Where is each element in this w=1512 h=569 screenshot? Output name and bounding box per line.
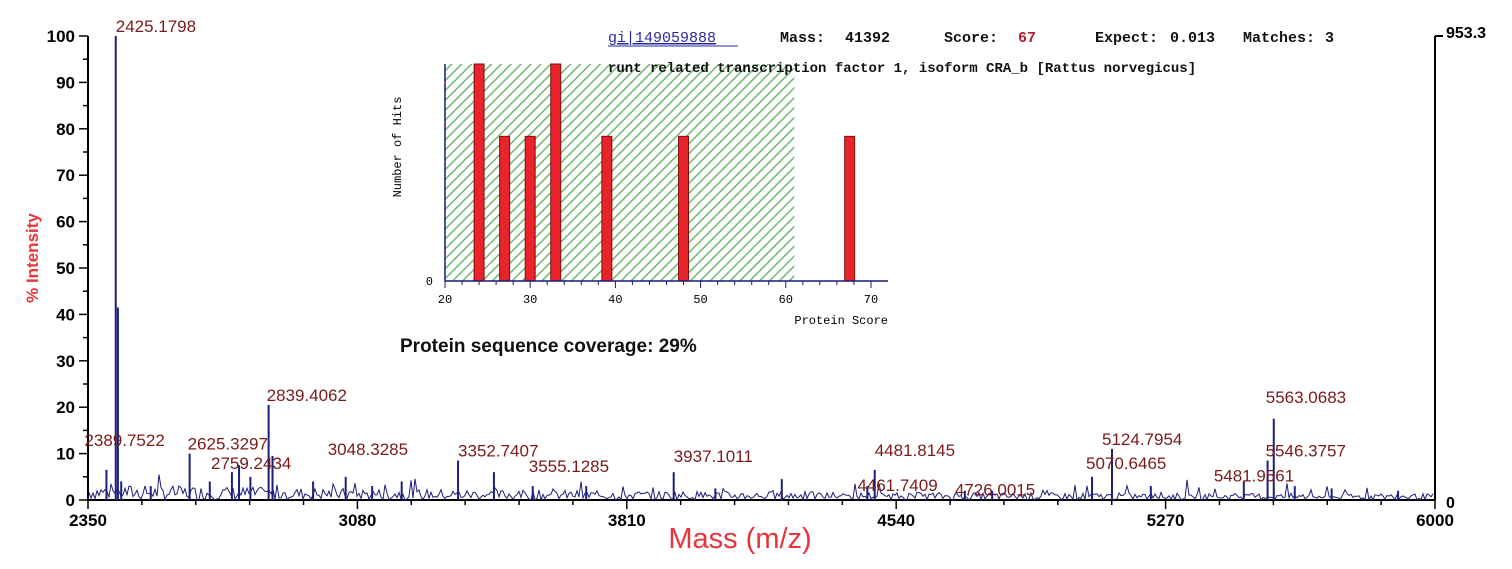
y-axis-label: % Intensity bbox=[23, 213, 42, 303]
expect-label: Expect: bbox=[1095, 30, 1158, 47]
histogram-y-tick-label: 0 bbox=[426, 275, 433, 289]
sequence-coverage: Protein sequence coverage: 29% bbox=[400, 336, 697, 357]
matches-label: Matches: bbox=[1243, 30, 1315, 47]
peak-label: 4726.0015 bbox=[955, 481, 1035, 500]
peak-label: 5546.3757 bbox=[1266, 442, 1346, 461]
peak-label: 3352.7407 bbox=[458, 442, 538, 461]
histogram-bar bbox=[499, 135, 511, 282]
peak-label: 5481.9561 bbox=[1214, 466, 1294, 485]
y-tick-label: 100 bbox=[47, 27, 75, 46]
peak-label: 5070.6465 bbox=[1086, 454, 1166, 473]
peak-label: 4481.8145 bbox=[875, 441, 955, 460]
peak-label: 2425.1798 bbox=[116, 17, 196, 36]
histogram-x-tick-label: 60 bbox=[779, 293, 793, 307]
result-header: gi|149059888 Mass: 41392 Score: 67 Expec… bbox=[608, 30, 1334, 77]
histogram-bar bbox=[601, 135, 613, 282]
matches-value: 3 bbox=[1325, 30, 1334, 47]
x-axis-label: Mass (m/z) bbox=[668, 523, 811, 555]
histogram-x-tick-labels: 20 30 40 50 60 70 bbox=[438, 293, 878, 307]
histogram-x-tick-label: 30 bbox=[523, 293, 537, 307]
score-histogram-inset: 20 30 40 50 60 70 0 Number of Hits Protein Sc… bbox=[391, 63, 888, 328]
peak-label: 4461.7409 bbox=[857, 476, 937, 495]
histogram-x-tick-label: 50 bbox=[693, 293, 707, 307]
accession-link[interactable]: gi|149059888 bbox=[608, 30, 716, 47]
histogram-y-tick-labels: 0 bbox=[426, 275, 433, 289]
histogram-bar bbox=[473, 63, 485, 282]
peak-label: 2839.4062 bbox=[267, 386, 347, 405]
spectrum-peaks bbox=[105, 36, 1400, 500]
x-tick-label: 3810 bbox=[608, 511, 646, 530]
score-value: 67 bbox=[1018, 30, 1036, 47]
y-tick-label: 80 bbox=[56, 120, 75, 139]
protein-description: runt related transcription factor 1, iso… bbox=[608, 61, 1196, 77]
y-tick-label: 20 bbox=[56, 398, 75, 417]
y-tick-label: 30 bbox=[56, 352, 75, 371]
histogram-y-axis-label: Number of Hits bbox=[391, 97, 405, 198]
y-tick-label: 40 bbox=[56, 305, 75, 324]
y-tick-label: 50 bbox=[56, 259, 75, 278]
significance-threshold-area bbox=[445, 64, 795, 281]
x-tick-label: 4540 bbox=[877, 511, 915, 530]
mass-label: Mass: bbox=[780, 30, 825, 47]
x-tick-label: 3080 bbox=[338, 511, 376, 530]
y-tick-label: 0 bbox=[66, 491, 75, 510]
y-tick-label: 70 bbox=[56, 166, 75, 185]
histogram-x-tick-label: 20 bbox=[438, 293, 452, 307]
right-axis-top-label: 953.3 bbox=[1446, 25, 1486, 42]
y-tick-label: 60 bbox=[56, 213, 75, 232]
mass-value: 41392 bbox=[845, 30, 890, 47]
x-tick-label: 6000 bbox=[1416, 511, 1454, 530]
y-tick-labels: 0 10 20 30 40 50 60 70 80 90 100 bbox=[47, 27, 75, 510]
peak-label: 2389.7522 bbox=[84, 431, 164, 450]
y-tick-label: 90 bbox=[56, 73, 75, 92]
histogram-bar bbox=[550, 63, 562, 282]
histogram-x-axis-label: Protein Score bbox=[794, 314, 888, 328]
peak-label: 3555.1285 bbox=[529, 457, 609, 476]
expect-value: 0.013 bbox=[1170, 30, 1215, 47]
x-tick-label: 2350 bbox=[69, 511, 107, 530]
histogram-x-tick-label: 40 bbox=[608, 293, 622, 307]
peak-label: 5124.7954 bbox=[1102, 430, 1182, 449]
peak-label: 3937.1011 bbox=[674, 447, 753, 466]
y-tick-label: 10 bbox=[56, 445, 75, 464]
histogram-axes bbox=[444, 64, 888, 288]
peak-label: 3048.3285 bbox=[328, 440, 408, 459]
histogram-x-tick-label: 70 bbox=[864, 293, 878, 307]
peak-label: 2625.3297 bbox=[188, 435, 268, 454]
peak-label: 2759.2434 bbox=[211, 454, 291, 473]
histogram-bar bbox=[678, 135, 690, 282]
score-label: Score: bbox=[944, 30, 998, 47]
peak-label: 5563.0683 bbox=[1266, 388, 1346, 407]
histogram-bar bbox=[844, 135, 856, 282]
right-axis-bottom-label: 0 bbox=[1446, 495, 1455, 512]
x-tick-label: 5270 bbox=[1147, 511, 1185, 530]
x-tick-labels: 2350 3080 3810 4540 5270 6000 bbox=[69, 511, 1454, 530]
histogram-bar bbox=[524, 135, 536, 282]
